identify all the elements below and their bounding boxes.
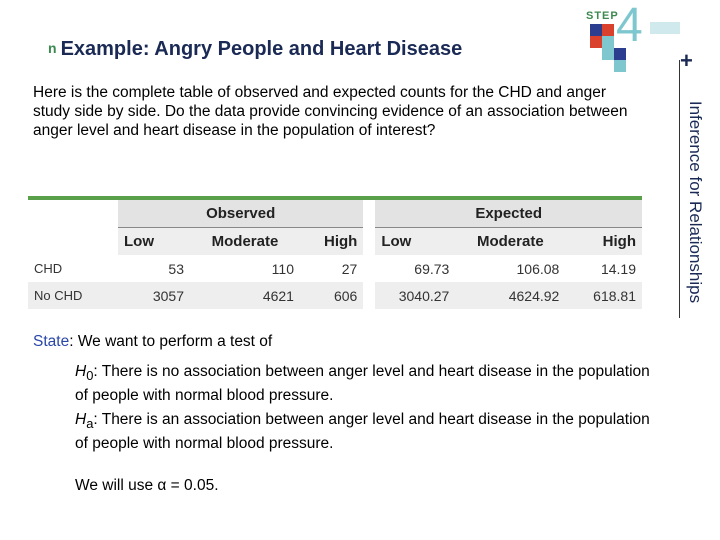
h0-symbol: H — [75, 363, 87, 380]
observed-header: Observed — [118, 200, 364, 228]
slide-title: n Example: Angry People and Heart Disease — [48, 38, 462, 61]
cell: 3040.27 — [375, 282, 456, 309]
alpha-statement: We will use α = 0.05. — [75, 477, 219, 494]
expected-header: Expected — [375, 200, 642, 228]
ha-symbol: H — [75, 411, 87, 428]
ha-subscript: a — [86, 416, 94, 432]
step-label: STEP — [586, 10, 619, 22]
cell: 106.08 — [516, 260, 560, 277]
intro-paragraph: Here is the complete table of observed a… — [33, 84, 628, 139]
side-label-text: Inference for Relationships — [686, 100, 705, 304]
logo-square — [590, 36, 602, 48]
counts-table: Observed Expected Low Moderate High Low … — [28, 196, 642, 309]
cell: 4624.92 — [455, 282, 566, 309]
cell: 69.73 — [414, 260, 450, 277]
alternative-hypothesis: Ha: There is an association between ange… — [75, 410, 665, 454]
row-label: CHD — [34, 261, 63, 276]
logo-square — [614, 60, 626, 72]
title-text: Example: Angry People and Heart Disease — [60, 38, 463, 60]
h0-text: : There is no association between anger … — [75, 363, 650, 405]
divider-line — [679, 60, 680, 318]
cell: 14.19 — [600, 260, 636, 277]
ha-text: : There is an association between anger … — [75, 411, 650, 453]
col-high: High — [565, 227, 642, 255]
logo-square — [590, 24, 602, 36]
cell: 110 — [271, 260, 294, 277]
null-hypothesis: H0: There is no association between ange… — [75, 362, 665, 406]
logo-square — [602, 24, 614, 36]
row-label: No CHD — [28, 282, 118, 309]
table-row: No CHD 3057 4621 606 3040.27 4624.92 618… — [28, 282, 642, 309]
side-label: Inference for Relationships — [686, 84, 705, 320]
group-header-row: Observed Expected — [28, 200, 642, 228]
plus-mark: + — [680, 48, 693, 73]
table-top-bar — [28, 196, 642, 200]
step-number: 4 — [616, 0, 643, 52]
cell: 3057 — [118, 282, 190, 309]
state-line: State: We want to perform a test of — [33, 332, 673, 352]
logo-square — [650, 22, 680, 34]
logo-square — [602, 48, 614, 60]
logo-square — [614, 48, 626, 60]
col-moderate: Moderate — [190, 227, 300, 255]
logo-square — [602, 36, 614, 48]
col-low: Low — [375, 227, 456, 255]
state-text: : We want to perform a test of — [69, 333, 273, 350]
cell: 27 — [341, 260, 358, 277]
col-moderate: Moderate — [455, 227, 566, 255]
cell: 606 — [299, 282, 364, 309]
bullet-icon: n — [48, 40, 57, 56]
state-label: State — [33, 333, 70, 350]
cell: 53 — [168, 260, 184, 277]
cell: 4621 — [190, 282, 300, 309]
col-high: High — [299, 227, 364, 255]
h0-subscript: 0 — [86, 368, 94, 384]
col-low: Low — [118, 227, 190, 255]
column-header-row: Low Moderate High Low Moderate High — [28, 227, 642, 255]
table-row: CHD 53 110 27 69.73 106.08 14.19 — [28, 255, 642, 282]
cell: 618.81 — [565, 282, 642, 309]
